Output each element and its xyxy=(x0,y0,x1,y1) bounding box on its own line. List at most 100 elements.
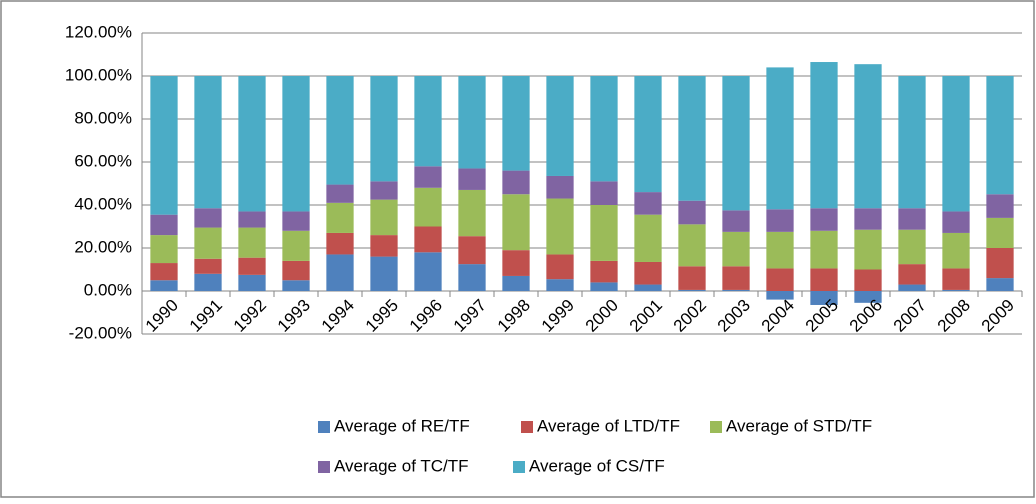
bar-segment xyxy=(546,198,574,255)
bar-segment xyxy=(810,208,838,231)
bar-segment xyxy=(238,76,266,212)
y-tick-label: 60.00% xyxy=(74,151,132,170)
bar-segment xyxy=(458,264,486,291)
bar-segment xyxy=(458,76,486,169)
bar-segment xyxy=(326,184,354,203)
bar-segment xyxy=(414,76,442,167)
bar-segment xyxy=(810,62,838,209)
legend-label: Average of CS/TF xyxy=(529,456,665,475)
bar-segment xyxy=(898,229,926,265)
bar-segment xyxy=(502,76,530,171)
bar-segment xyxy=(766,209,794,232)
bar-segment xyxy=(194,273,222,291)
bar-segment xyxy=(370,256,398,291)
bar-segment xyxy=(238,257,266,275)
bar-segment xyxy=(942,268,970,290)
bar-segment xyxy=(370,181,398,200)
bar-segment xyxy=(942,76,970,212)
legend-swatch xyxy=(318,421,330,433)
bar-segment xyxy=(238,274,266,291)
bar-segment xyxy=(502,170,530,195)
bar-segment xyxy=(634,192,662,215)
bar-segment xyxy=(458,236,486,265)
bar-segment xyxy=(194,76,222,209)
bar-segment xyxy=(942,232,970,269)
bar-segment xyxy=(810,268,838,291)
bar-segment xyxy=(238,211,266,228)
bar-segment xyxy=(942,289,970,291)
bar-segment xyxy=(326,202,354,233)
bar-segment xyxy=(854,269,882,291)
bar-segment xyxy=(898,76,926,209)
bar-segment xyxy=(370,76,398,182)
bar-segment xyxy=(370,235,398,257)
bar-segment xyxy=(634,261,662,285)
legend-label: Average of TC/TF xyxy=(334,456,468,475)
bar-segment xyxy=(282,76,310,212)
bar-segment xyxy=(282,260,310,281)
bar-segment xyxy=(678,76,706,201)
bar-segment xyxy=(722,76,750,211)
y-tick-label: 0.00% xyxy=(84,280,132,299)
legend-swatch xyxy=(521,421,533,433)
bar-segment xyxy=(810,230,838,269)
bar-segment xyxy=(590,181,618,205)
bar-segment xyxy=(986,278,1014,291)
bar-segment xyxy=(502,250,530,276)
y-tick-label: 100.00% xyxy=(65,65,132,84)
bar-segment xyxy=(546,254,574,280)
bar-segment xyxy=(678,266,706,290)
y-tick-label: 80.00% xyxy=(74,108,132,127)
bar-segment xyxy=(722,231,750,267)
bar-segment xyxy=(942,211,970,233)
bar-segment xyxy=(546,279,574,291)
y-tick-label: 40.00% xyxy=(74,194,132,213)
bar-segment xyxy=(370,199,398,236)
legend-label: Average of LTD/TF xyxy=(537,416,680,435)
legend-label: Average of RE/TF xyxy=(334,416,470,435)
bar-segment xyxy=(590,260,618,283)
bar-segment xyxy=(722,210,750,232)
bar-segment xyxy=(194,208,222,228)
legend-swatch xyxy=(513,461,525,473)
bar-segment xyxy=(150,76,178,215)
bar-segment xyxy=(194,258,222,274)
bar-segment xyxy=(678,224,706,267)
bar-segment xyxy=(986,217,1014,248)
bar-segment xyxy=(854,291,882,303)
bar-segment xyxy=(898,264,926,285)
bar-segment xyxy=(986,76,1014,195)
bar-segment xyxy=(854,208,882,230)
bar-segment xyxy=(546,76,574,176)
bar-segment xyxy=(458,189,486,237)
y-tick-label: 120.00% xyxy=(65,22,132,41)
bar-segment xyxy=(502,275,530,291)
bar-segment xyxy=(634,76,662,193)
bar-segment xyxy=(194,227,222,259)
legend-label: Average of STD/TF xyxy=(726,416,872,435)
bar-segment xyxy=(414,252,442,291)
bar-segment xyxy=(326,254,354,291)
bar-segment xyxy=(766,268,794,291)
bar-segment xyxy=(590,76,618,182)
bar-segment xyxy=(590,205,618,261)
bar-segment xyxy=(326,76,354,185)
bar-segment xyxy=(766,231,794,269)
bar-segment xyxy=(986,194,1014,218)
bar-segment xyxy=(150,214,178,236)
bar-segment xyxy=(282,211,310,231)
bar-segment xyxy=(150,235,178,264)
bar-segment xyxy=(150,280,178,291)
bar-segment xyxy=(414,166,442,188)
bar-segment xyxy=(414,226,442,253)
bar-segment xyxy=(150,263,178,281)
bar-segment xyxy=(898,208,926,230)
bar-segment xyxy=(678,200,706,225)
bar-segment xyxy=(282,230,310,261)
bar-segment xyxy=(458,168,486,190)
bar-segment xyxy=(722,289,750,291)
legend-swatch xyxy=(318,461,330,473)
bar-segment xyxy=(326,232,354,255)
bar-segment xyxy=(722,266,750,290)
